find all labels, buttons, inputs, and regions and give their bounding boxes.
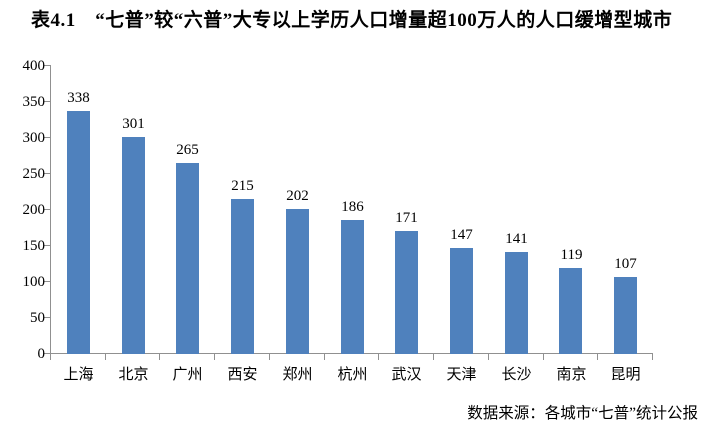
bar-北京 xyxy=(122,137,145,354)
x-axis-tick xyxy=(159,354,160,360)
y-axis-tick-label: 50 xyxy=(30,310,45,326)
y-axis-tick xyxy=(44,281,51,282)
x-axis-category-label: 西安 xyxy=(227,367,258,383)
x-axis-category-label: 广州 xyxy=(172,367,203,383)
bar-上海 xyxy=(67,111,90,354)
x-axis-tick xyxy=(543,354,544,360)
x-axis-tick xyxy=(378,354,379,360)
x-axis-tick xyxy=(105,354,106,360)
x-axis-tick xyxy=(324,354,325,360)
x-axis-category-label: 郑州 xyxy=(282,367,313,383)
value-label: 119 xyxy=(560,247,583,263)
value-label: 301 xyxy=(122,116,145,132)
x-axis-tick xyxy=(269,354,270,360)
value-label: 338 xyxy=(67,90,90,106)
y-axis-tick xyxy=(44,317,51,318)
chart-title: 表4.1 “七普”较“六普”大专以上学历人口增量超100万人的人口缓增型城市 xyxy=(31,10,673,31)
bar-长沙 xyxy=(505,252,528,354)
bar-昆明 xyxy=(614,277,637,354)
value-label: 215 xyxy=(231,178,254,194)
bar-郑州 xyxy=(286,209,309,354)
value-label: 141 xyxy=(505,231,528,247)
x-axis-tick xyxy=(652,354,653,360)
x-axis-category-label: 上海 xyxy=(63,367,94,383)
bar-杭州 xyxy=(341,220,364,354)
x-axis-category-label: 天津 xyxy=(446,367,477,383)
value-label: 202 xyxy=(286,188,309,204)
x-axis-category-label: 北京 xyxy=(118,367,149,383)
x-axis-category-label: 南京 xyxy=(556,367,587,383)
x-axis-tick xyxy=(433,354,434,360)
y-axis-tick xyxy=(44,137,51,138)
y-axis-tick xyxy=(44,353,51,354)
y-axis-tick-label: 400 xyxy=(22,58,46,74)
y-axis-tick-label: 150 xyxy=(22,238,46,254)
x-axis-tick xyxy=(488,354,489,360)
y-axis-tick-label: 350 xyxy=(22,94,46,110)
y-axis-tick-label: 300 xyxy=(22,130,46,146)
x-axis-tick xyxy=(597,354,598,360)
value-label: 186 xyxy=(341,199,364,215)
bar-天津 xyxy=(450,248,473,354)
value-label: 265 xyxy=(176,142,199,158)
y-axis-tick-label: 100 xyxy=(22,274,46,290)
y-axis-tick-label: 200 xyxy=(22,202,46,218)
x-axis-category-label: 昆明 xyxy=(610,367,641,383)
x-axis-tick xyxy=(214,354,215,360)
y-axis-tick xyxy=(44,209,51,210)
x-axis-tick xyxy=(50,354,51,360)
x-axis-category-label: 长沙 xyxy=(501,367,532,383)
bar-南京 xyxy=(559,268,582,354)
value-label: 107 xyxy=(614,256,637,272)
y-axis-tick xyxy=(44,101,51,102)
value-label: 147 xyxy=(450,227,473,243)
y-axis-tick xyxy=(44,173,51,174)
y-axis-line xyxy=(50,66,51,354)
x-axis-category-label: 武汉 xyxy=(391,367,422,383)
data-source-note: 数据来源：各城市“七普”统计公报 xyxy=(467,405,698,422)
value-label: 171 xyxy=(395,210,418,226)
x-axis-category-label: 杭州 xyxy=(337,367,368,383)
bar-武汉 xyxy=(395,231,418,354)
y-axis-tick xyxy=(44,65,51,66)
y-axis-tick-label: 250 xyxy=(22,166,46,182)
y-axis-tick-label: 0 xyxy=(37,346,46,362)
bar-广州 xyxy=(176,163,199,354)
bar-西安 xyxy=(231,199,254,354)
y-axis-tick xyxy=(44,245,51,246)
